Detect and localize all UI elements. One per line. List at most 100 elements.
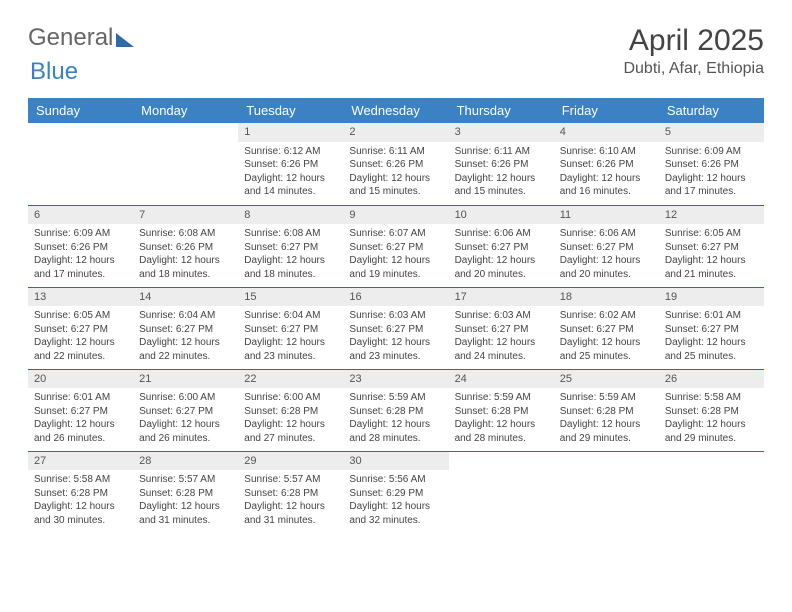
calendar-cell: 17Sunrise: 6:03 AMSunset: 6:27 PMDayligh… [449,287,554,369]
sunrise-line: Sunrise: 5:58 AM [665,391,758,405]
daylight-line: Daylight: 12 hours and 29 minutes. [560,418,653,445]
calendar-cell [133,123,238,205]
daylight-line: Daylight: 12 hours and 31 minutes. [139,500,232,527]
sunrise-line: Sunrise: 5:59 AM [560,391,653,405]
daylight-line: Daylight: 12 hours and 20 minutes. [560,254,653,281]
calendar-cell: 11Sunrise: 6:06 AMSunset: 6:27 PMDayligh… [554,205,659,287]
sunrise-line: Sunrise: 6:09 AM [34,227,127,241]
day-detail: Sunrise: 6:01 AMSunset: 6:27 PMDaylight:… [28,388,133,449]
sunrise-line: Sunrise: 6:12 AM [244,145,337,159]
day-number: 22 [238,370,343,389]
calendar-head: SundayMondayTuesdayWednesdayThursdayFrid… [28,98,764,123]
day-detail: Sunrise: 6:05 AMSunset: 6:27 PMDaylight:… [659,224,764,285]
day-number: 10 [449,206,554,225]
daylight-line: Daylight: 12 hours and 16 minutes. [560,172,653,199]
daylight-line: Daylight: 12 hours and 29 minutes. [665,418,758,445]
sunrise-line: Sunrise: 6:11 AM [455,145,548,159]
calendar-cell: 8Sunrise: 6:08 AMSunset: 6:27 PMDaylight… [238,205,343,287]
calendar-row: 1Sunrise: 6:12 AMSunset: 6:26 PMDaylight… [28,123,764,205]
calendar-cell: 20Sunrise: 6:01 AMSunset: 6:27 PMDayligh… [28,369,133,451]
daylight-line: Daylight: 12 hours and 27 minutes. [244,418,337,445]
sunset-line: Sunset: 6:26 PM [34,241,127,255]
sunrise-line: Sunrise: 6:02 AM [560,309,653,323]
sunset-line: Sunset: 6:26 PM [560,158,653,172]
day-detail: Sunrise: 6:08 AMSunset: 6:26 PMDaylight:… [133,224,238,285]
daylight-line: Daylight: 12 hours and 19 minutes. [349,254,442,281]
day-detail: Sunrise: 5:58 AMSunset: 6:28 PMDaylight:… [28,470,133,531]
day-number: 30 [343,452,448,471]
day-number: 29 [238,452,343,471]
daylight-line: Daylight: 12 hours and 23 minutes. [244,336,337,363]
sunrise-line: Sunrise: 6:10 AM [560,145,653,159]
day-detail: Sunrise: 6:10 AMSunset: 6:26 PMDaylight:… [554,142,659,203]
day-detail: Sunrise: 6:02 AMSunset: 6:27 PMDaylight:… [554,306,659,367]
daylight-line: Daylight: 12 hours and 31 minutes. [244,500,337,527]
day-detail: Sunrise: 6:00 AMSunset: 6:27 PMDaylight:… [133,388,238,449]
sunset-line: Sunset: 6:28 PM [665,405,758,419]
calendar-cell: 28Sunrise: 5:57 AMSunset: 6:28 PMDayligh… [133,451,238,533]
sunrise-line: Sunrise: 6:05 AM [665,227,758,241]
day-detail: Sunrise: 6:05 AMSunset: 6:27 PMDaylight:… [28,306,133,367]
daylight-line: Daylight: 12 hours and 32 minutes. [349,500,442,527]
sunset-line: Sunset: 6:28 PM [139,487,232,501]
calendar-cell [28,123,133,205]
calendar-body: 1Sunrise: 6:12 AMSunset: 6:26 PMDaylight… [28,123,764,533]
sunrise-line: Sunrise: 6:01 AM [34,391,127,405]
calendar-cell [554,451,659,533]
calendar-cell: 1Sunrise: 6:12 AMSunset: 6:26 PMDaylight… [238,123,343,205]
sunset-line: Sunset: 6:26 PM [139,241,232,255]
daylight-line: Daylight: 12 hours and 17 minutes. [665,172,758,199]
day-detail: Sunrise: 5:57 AMSunset: 6:28 PMDaylight:… [238,470,343,531]
calendar-row: 6Sunrise: 6:09 AMSunset: 6:26 PMDaylight… [28,205,764,287]
day-number: 11 [554,206,659,225]
calendar-row: 27Sunrise: 5:58 AMSunset: 6:28 PMDayligh… [28,451,764,533]
sunrise-line: Sunrise: 5:56 AM [349,473,442,487]
calendar-row: 20Sunrise: 6:01 AMSunset: 6:27 PMDayligh… [28,369,764,451]
sunset-line: Sunset: 6:27 PM [349,323,442,337]
day-number: 21 [133,370,238,389]
calendar-cell: 4Sunrise: 6:10 AMSunset: 6:26 PMDaylight… [554,123,659,205]
sunset-line: Sunset: 6:27 PM [139,405,232,419]
daylight-line: Daylight: 12 hours and 25 minutes. [560,336,653,363]
sunrise-line: Sunrise: 6:05 AM [34,309,127,323]
sunrise-line: Sunrise: 5:59 AM [349,391,442,405]
day-detail: Sunrise: 6:01 AMSunset: 6:27 PMDaylight:… [659,306,764,367]
sunrise-line: Sunrise: 6:00 AM [244,391,337,405]
location-subtitle: Dubti, Afar, Ethiopia [623,60,764,78]
day-number: 2 [343,123,448,142]
sunrise-line: Sunrise: 5:59 AM [455,391,548,405]
calendar-cell: 16Sunrise: 6:03 AMSunset: 6:27 PMDayligh… [343,287,448,369]
day-number: 9 [343,206,448,225]
day-detail: Sunrise: 6:11 AMSunset: 6:26 PMDaylight:… [343,142,448,203]
calendar-cell: 6Sunrise: 6:09 AMSunset: 6:26 PMDaylight… [28,205,133,287]
sunrise-line: Sunrise: 6:04 AM [244,309,337,323]
day-detail: Sunrise: 5:59 AMSunset: 6:28 PMDaylight:… [343,388,448,449]
daylight-line: Daylight: 12 hours and 17 minutes. [34,254,127,281]
day-detail: Sunrise: 6:00 AMSunset: 6:28 PMDaylight:… [238,388,343,449]
daylight-line: Daylight: 12 hours and 28 minutes. [349,418,442,445]
sunset-line: Sunset: 6:27 PM [560,323,653,337]
daylight-line: Daylight: 12 hours and 26 minutes. [34,418,127,445]
sunset-line: Sunset: 6:26 PM [349,158,442,172]
day-detail: Sunrise: 5:58 AMSunset: 6:28 PMDaylight:… [659,388,764,449]
brand-part1: General [28,24,113,52]
calendar-cell: 12Sunrise: 6:05 AMSunset: 6:27 PMDayligh… [659,205,764,287]
day-detail: Sunrise: 6:03 AMSunset: 6:27 PMDaylight:… [343,306,448,367]
sunrise-line: Sunrise: 6:03 AM [455,309,548,323]
calendar-cell: 23Sunrise: 5:59 AMSunset: 6:28 PMDayligh… [343,369,448,451]
sunrise-line: Sunrise: 6:00 AM [139,391,232,405]
calendar-cell: 30Sunrise: 5:56 AMSunset: 6:29 PMDayligh… [343,451,448,533]
sunrise-line: Sunrise: 5:57 AM [139,473,232,487]
day-detail: Sunrise: 6:04 AMSunset: 6:27 PMDaylight:… [133,306,238,367]
brand-logo: General [28,24,134,52]
day-number: 7 [133,206,238,225]
day-detail: Sunrise: 6:12 AMSunset: 6:26 PMDaylight:… [238,142,343,203]
sunrise-line: Sunrise: 6:03 AM [349,309,442,323]
sunrise-line: Sunrise: 6:01 AM [665,309,758,323]
daylight-line: Daylight: 12 hours and 22 minutes. [34,336,127,363]
calendar-row: 13Sunrise: 6:05 AMSunset: 6:27 PMDayligh… [28,287,764,369]
daylight-line: Daylight: 12 hours and 20 minutes. [455,254,548,281]
sunrise-line: Sunrise: 6:04 AM [139,309,232,323]
day-header: Friday [554,98,659,123]
daylight-line: Daylight: 12 hours and 25 minutes. [665,336,758,363]
